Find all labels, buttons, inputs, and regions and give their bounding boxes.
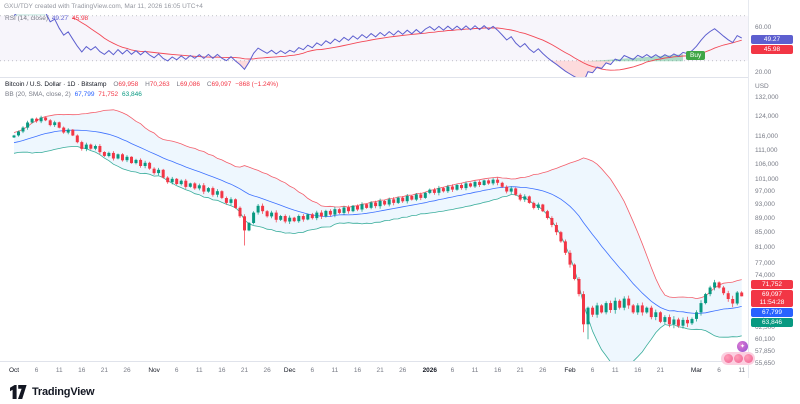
price-plot	[0, 77, 748, 361]
price-axis-tick: 60,100	[755, 335, 775, 343]
time-axis-tick: 26	[399, 367, 407, 374]
time-axis-tick: 26	[123, 367, 131, 374]
bb-lower-badge: 63,846	[751, 318, 793, 328]
price-axis-tick: 57,850	[755, 347, 775, 355]
price-axis[interactable]: USD 60.00 20.00 132,000 124,000 116,000 111,0…	[748, 0, 800, 378]
time-axis-tick: 21	[100, 367, 108, 374]
time-axis-tick: 16	[78, 367, 86, 374]
price-axis-tick: 55,650	[755, 359, 775, 367]
price-axis-tick: 132,000	[755, 93, 779, 101]
time-axis-tick: 11	[738, 367, 746, 374]
time-axis-tick: Nov	[148, 367, 160, 374]
time-axis-tick: 16	[353, 367, 362, 374]
axis-currency-label: USD	[755, 83, 769, 90]
time-axis-tick: 21	[656, 367, 664, 374]
time-axis-tick: 2026	[422, 367, 438, 374]
last-price-badge: 69,097 11:54:28	[751, 290, 793, 308]
sticker-emoji-face[interactable]: ✦	[737, 341, 748, 352]
price-axis-tick: 77,000	[755, 259, 775, 267]
high-value: 70,263	[149, 81, 170, 88]
time-axis-tick: 11	[55, 367, 63, 374]
price-axis-tick: 116,000	[755, 133, 779, 141]
time-axis-tick: 6	[174, 367, 179, 374]
time-axis-tick: 16	[493, 367, 502, 374]
change-value: −868 (−1.24%)	[235, 81, 279, 88]
rsi-plot	[0, 14, 748, 77]
close-label: C	[206, 81, 212, 88]
price-pane[interactable]: Bitcoin / U.S. Dollar · 1D · Bitstamp O6…	[0, 77, 748, 361]
open-value: 69,958	[118, 81, 139, 88]
pane-divider[interactable]	[0, 77, 800, 78]
rsi-value-badge: 49.27	[751, 34, 793, 44]
tradingview-logo[interactable]: TradingView	[10, 385, 95, 399]
rsi-legend-value: 49.27	[51, 15, 69, 22]
candlestick-svg	[12, 109, 744, 361]
bb-upper-badge: 71,752	[751, 280, 793, 290]
rsi-legend-ma-value: 45.98	[71, 15, 89, 22]
time-axis-tick: 11	[195, 367, 203, 374]
time-axis-tick: 16	[218, 367, 226, 374]
price-axis-tick: 62,500	[755, 323, 775, 331]
price-axis-tick: 124,000	[755, 112, 779, 120]
tradingview-logo-icon	[10, 385, 27, 399]
time-axis-tick: 11	[471, 367, 479, 374]
price-axis-tick: 74,000	[755, 271, 775, 279]
rsi-svg	[0, 14, 748, 77]
time-axis-tick: Feb	[564, 367, 576, 374]
price-axis-tick: 106,000	[755, 161, 779, 169]
time-axis-tick: 6	[310, 367, 315, 374]
high-label: H	[145, 81, 150, 88]
rsi-axis-tick: 20.00	[755, 68, 772, 76]
time-axis-tick: 21	[516, 367, 524, 374]
low-label: L	[176, 81, 181, 88]
bb-legend[interactable]: BB (20, SMA, close, 2) 67,799 71,752 63,…	[5, 91, 144, 98]
bb-legend-title: BB (20, SMA, close, 2)	[5, 91, 71, 98]
time-axis-tick: Dec	[283, 367, 296, 374]
time-axis-tick: 11	[611, 367, 619, 374]
tradingview-brand-text: TradingView	[32, 386, 95, 398]
time-axis-tick: Mar	[690, 367, 703, 374]
time-axis-tick: 21	[240, 367, 249, 374]
low-value: 69,086	[180, 81, 200, 88]
time-axis-tick: 21	[376, 367, 384, 374]
bb-basis-badge: 67,799	[751, 308, 793, 318]
price-axis-tick: 89,000	[755, 214, 775, 222]
bb-lower-value: 63,846	[121, 91, 142, 98]
buy-badge[interactable]: Buy	[686, 51, 706, 60]
watermark: GXU/TDY created with TradingView.com, Ma…	[4, 3, 203, 10]
time-axis-tick: 26	[539, 367, 547, 374]
price-axis-tick: 93,000	[755, 201, 775, 209]
time-axis-tick: 6	[717, 367, 721, 374]
rsi-axis-tick: 60.00	[755, 23, 772, 31]
close-value: 69,097	[211, 81, 232, 88]
bb-upper-value: 71,752	[98, 91, 119, 98]
rsi-ma-badge: 45.98	[751, 44, 793, 54]
rsi-legend-title: RSI (14, close)	[5, 15, 48, 22]
price-axis-tick: 97,000	[755, 188, 775, 196]
rsi-pane[interactable]: RSI (14, close) 49.27 45.98 Buy	[0, 14, 748, 77]
time-axis-tick: 6	[450, 367, 455, 374]
price-axis-tick: 111,000	[755, 146, 778, 154]
time-axis-tick: 16	[634, 367, 642, 374]
price-axis-tick: 85,000	[755, 229, 775, 237]
time-axis-tick: 26	[263, 367, 271, 374]
time-axis[interactable]: Oct 6 11 16 21 26 Nov 6 11 16 21 26 Dec 6 11 16 21 26 2026…	[0, 361, 800, 379]
time-axis-tick: 6	[590, 367, 595, 374]
time-axis-tick: 6	[34, 367, 39, 374]
open-label: O	[113, 81, 119, 88]
time-axis-tick: Oct	[8, 367, 20, 374]
symbol-legend[interactable]: Bitcoin / U.S. Dollar · 1D · Bitstamp O6…	[5, 81, 280, 88]
bb-basis-value: 67,799	[74, 91, 95, 98]
symbol-title: Bitcoin / U.S. Dollar · 1D · Bitstamp	[5, 81, 107, 88]
sticker-emoji-row[interactable]	[721, 352, 755, 365]
price-axis-tick: 101,000	[755, 175, 779, 183]
price-axis-tick: 81,000	[755, 243, 775, 251]
rsi-legend[interactable]: RSI (14, close) 49.27 45.98	[5, 15, 90, 22]
time-axis-tick: 11	[331, 367, 339, 374]
